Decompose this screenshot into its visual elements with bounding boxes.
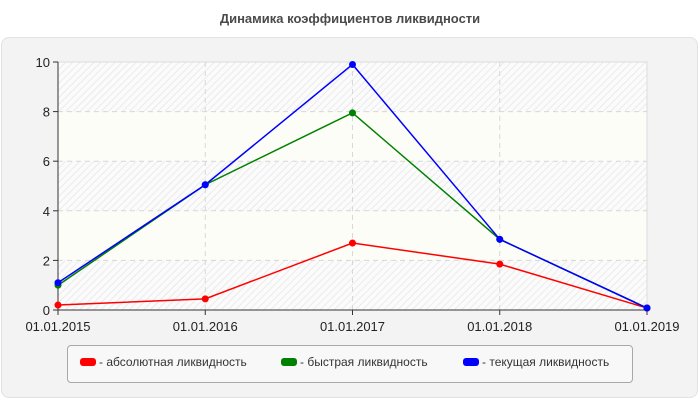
grid-lines <box>58 62 647 310</box>
y-tick-label: 0 <box>43 303 50 318</box>
x-tick-label: 01.01.2015 <box>25 319 90 334</box>
legend-label: - текущая ликвидность <box>482 355 610 369</box>
data-point[interactable] <box>496 235 504 243</box>
axes <box>53 61 648 315</box>
data-point[interactable] <box>201 295 209 303</box>
data-point[interactable] <box>201 181 209 189</box>
data-point[interactable] <box>496 260 504 268</box>
legend-label: - быстрая ликвидность <box>300 355 428 369</box>
series-lines <box>54 60 651 312</box>
legend-item-absolute[interactable]: - абсолютная ликвидность <box>80 355 247 369</box>
y-tick-label: 8 <box>43 105 50 120</box>
x-tick-label: 01.01.2016 <box>173 319 238 334</box>
legend-label: - абсолютная ликвидность <box>99 355 247 369</box>
data-point[interactable] <box>643 304 651 312</box>
legend: - абсолютная ликвидность - быстрая ликви… <box>67 345 633 383</box>
data-point[interactable] <box>349 60 356 68</box>
y-tick-label: 4 <box>43 204 50 219</box>
data-point[interactable] <box>54 301 62 309</box>
data-point[interactable] <box>54 279 62 287</box>
data-point[interactable] <box>349 109 356 117</box>
x-tick-label: 01.01.2019 <box>614 319 679 334</box>
x-tick-label: 01.01.2018 <box>467 319 532 334</box>
legend-swatch-blue <box>463 358 479 366</box>
legend-swatch-green <box>281 358 297 366</box>
data-point[interactable] <box>349 239 356 247</box>
y-tick-label: 2 <box>43 253 50 268</box>
y-tick-label: 6 <box>43 154 50 169</box>
legend-item-quick[interactable]: - быстрая ликвидность <box>281 355 428 369</box>
y-tick-label: 10 <box>36 55 50 70</box>
chart-title: Динамика коэффициентов ликвидности <box>219 11 481 26</box>
legend-swatch-red <box>80 358 96 366</box>
x-tick-label: 01.01.2017 <box>320 319 385 334</box>
tick-labels: 0 2 4 6 8 10 01.01.2015 01.01.2016 01.01.2017 01.… <box>25 55 679 334</box>
legend-item-current[interactable]: - текущая ликвидность <box>463 355 609 369</box>
